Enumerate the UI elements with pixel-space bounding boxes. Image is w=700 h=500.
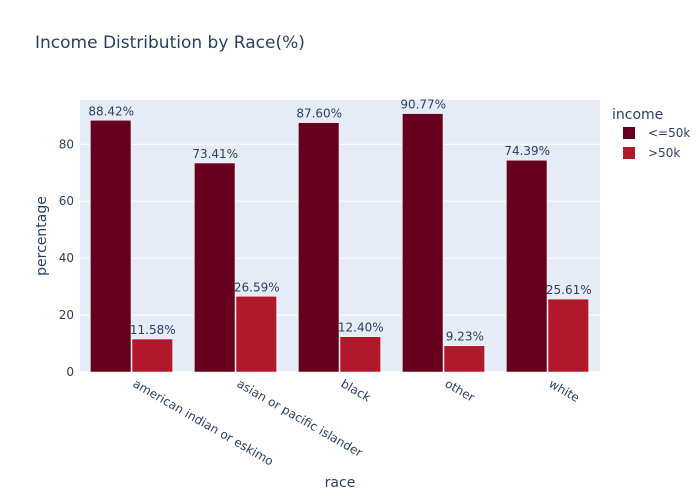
bar: [90, 120, 132, 373]
bar-data-label: 87.60%: [296, 107, 342, 121]
chart-title: Income Distribution by Race(%): [35, 33, 305, 53]
bar-data-label: 26.59%: [234, 280, 280, 294]
y-tick-label: 0: [66, 365, 74, 379]
y-tick-label: 20: [59, 308, 74, 322]
legend-swatch: [623, 127, 635, 139]
y-axis-title: percentage: [34, 196, 50, 276]
bar-data-label: 9.23%: [446, 330, 484, 344]
x-tick-label: white: [547, 376, 582, 405]
bar-data-label: 12.40%: [338, 321, 384, 335]
legend-label: >50k: [648, 146, 680, 160]
bar: [339, 336, 381, 373]
bar-data-label: 11.58%: [130, 323, 176, 337]
x-tick-label: other: [443, 376, 478, 404]
y-tick-label: 60: [59, 194, 74, 208]
bar: [194, 162, 236, 373]
y-tick-label: 80: [59, 137, 74, 151]
bar-data-label: 88.42%: [88, 104, 134, 118]
x-axis-title: race: [325, 475, 356, 491]
bar: [131, 338, 173, 373]
bar-data-label: 74.39%: [504, 144, 550, 158]
y-tick-label: 40: [59, 251, 74, 265]
bar: [547, 298, 589, 373]
bar-data-label: 90.77%: [400, 98, 446, 112]
bar-data-label: 25.61%: [546, 283, 592, 297]
bar-data-label: 73.41%: [192, 147, 238, 161]
legend-title: income: [612, 107, 663, 123]
bar: [402, 113, 444, 373]
x-tick-label: black: [339, 376, 374, 404]
bar: [506, 159, 548, 373]
legend-swatch: [623, 147, 635, 159]
bar: [443, 345, 485, 373]
bar: [298, 122, 340, 373]
bar: [235, 296, 277, 373]
legend-label: <=50k: [648, 126, 690, 140]
